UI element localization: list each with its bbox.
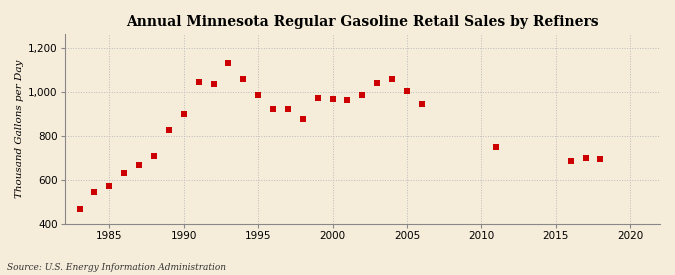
Point xyxy=(357,93,368,97)
Point xyxy=(208,82,219,86)
Point xyxy=(148,153,159,158)
Point xyxy=(89,190,100,194)
Point xyxy=(283,107,294,111)
Point xyxy=(313,96,323,100)
Point xyxy=(74,207,85,212)
Point xyxy=(178,111,189,116)
Point xyxy=(119,171,130,175)
Point xyxy=(387,77,398,82)
Point xyxy=(491,144,502,149)
Text: Source: U.S. Energy Information Administration: Source: U.S. Energy Information Administ… xyxy=(7,263,225,272)
Point xyxy=(253,93,264,97)
Point xyxy=(372,81,383,85)
Point xyxy=(238,77,248,82)
Point xyxy=(595,156,606,161)
Point xyxy=(104,184,115,189)
Point xyxy=(327,97,338,101)
Point xyxy=(193,79,204,84)
Point xyxy=(342,98,353,103)
Point xyxy=(223,61,234,65)
Y-axis label: Thousand Gallons per Day: Thousand Gallons per Day xyxy=(15,60,24,198)
Point xyxy=(565,159,576,163)
Point xyxy=(134,163,144,168)
Point xyxy=(163,128,174,132)
Point xyxy=(416,101,427,106)
Point xyxy=(298,117,308,121)
Point xyxy=(402,88,412,93)
Title: Annual Minnesota Regular Gasoline Retail Sales by Refiners: Annual Minnesota Regular Gasoline Retail… xyxy=(126,15,599,29)
Point xyxy=(580,155,591,160)
Point xyxy=(268,107,279,111)
